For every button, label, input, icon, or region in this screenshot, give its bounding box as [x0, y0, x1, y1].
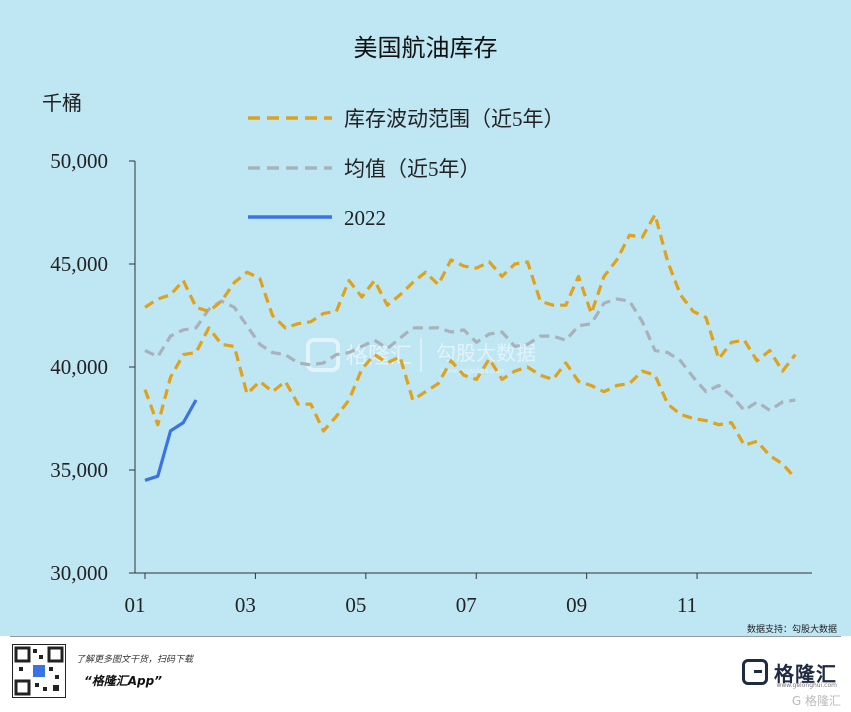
- corner-watermark: G 格隆汇: [791, 694, 841, 708]
- chart-title: 美国航油库存: [353, 34, 498, 62]
- x-tick-label: 01: [125, 593, 146, 617]
- watermark-partner: 勾股大数据: [436, 342, 536, 365]
- brand-logo: 格隆汇 www.gelonghui.com: [742, 652, 837, 692]
- legend: 库存波动范围（近5年） 均值（近5年） 2022: [248, 107, 565, 230]
- y-tick-label: 30,000: [50, 561, 108, 585]
- series-range-lower-line: [143, 326, 797, 480]
- x-tick-label: 09: [566, 593, 587, 617]
- legend-label-mean: 均值（近5年）: [344, 157, 481, 181]
- footer-divider: [10, 636, 841, 637]
- series-2022-line: [144, 399, 198, 482]
- qr-code-icon: [12, 644, 66, 698]
- series-range-upper-line: [144, 213, 797, 373]
- y-unit-label: 千桶: [42, 92, 82, 115]
- brand-logo-icon: [742, 659, 768, 685]
- watermark: 格隆汇 勾股大数据 www.gogudata.com: [306, 338, 536, 375]
- brand-logo-text: 格隆汇: [774, 661, 837, 686]
- y-tick-label: 40,000: [50, 355, 108, 379]
- chart-panel: 美国航油库存 格隆汇 勾股大数据 www.gogudata.com 千桶 30,…: [0, 0, 851, 636]
- legend-label-2022: 2022: [344, 206, 386, 230]
- footer: 了解更多图文干货，扫码下载 “格隆汇App” 格隆汇 www.gelonghui…: [0, 636, 851, 712]
- series-mean-line: [144, 297, 796, 412]
- source-note: 数据支持：勾股大数据: [746, 625, 837, 635]
- line-chart: 格隆汇 勾股大数据 www.gogudata.com 千桶 30,000 35,0…: [42, 92, 812, 617]
- brand-logo-url: www.gelonghui.com: [776, 682, 837, 689]
- x-ticks: 01 03 05 07 09 11: [125, 573, 698, 617]
- y-ticks: 30,000 35,000 40,000 45,000 50,000: [50, 149, 135, 585]
- x-tick-label: 05: [345, 593, 366, 617]
- y-tick-label: 50,000: [50, 149, 108, 173]
- watermark-url: www.gogudata.com: [440, 366, 505, 375]
- x-tick-label: 11: [677, 593, 697, 617]
- series-lines: [143, 213, 797, 482]
- y-tick-label: 35,000: [50, 458, 108, 482]
- x-tick-label: 07: [456, 593, 477, 617]
- y-tick-label: 45,000: [50, 252, 108, 276]
- x-tick-label: 03: [235, 593, 256, 617]
- legend-label-range: 库存波动范围（近5年）: [344, 107, 565, 131]
- footer-app-name: “格隆汇App”: [84, 674, 162, 688]
- footer-tagline: 了解更多图文干货，扫码下载: [76, 655, 194, 665]
